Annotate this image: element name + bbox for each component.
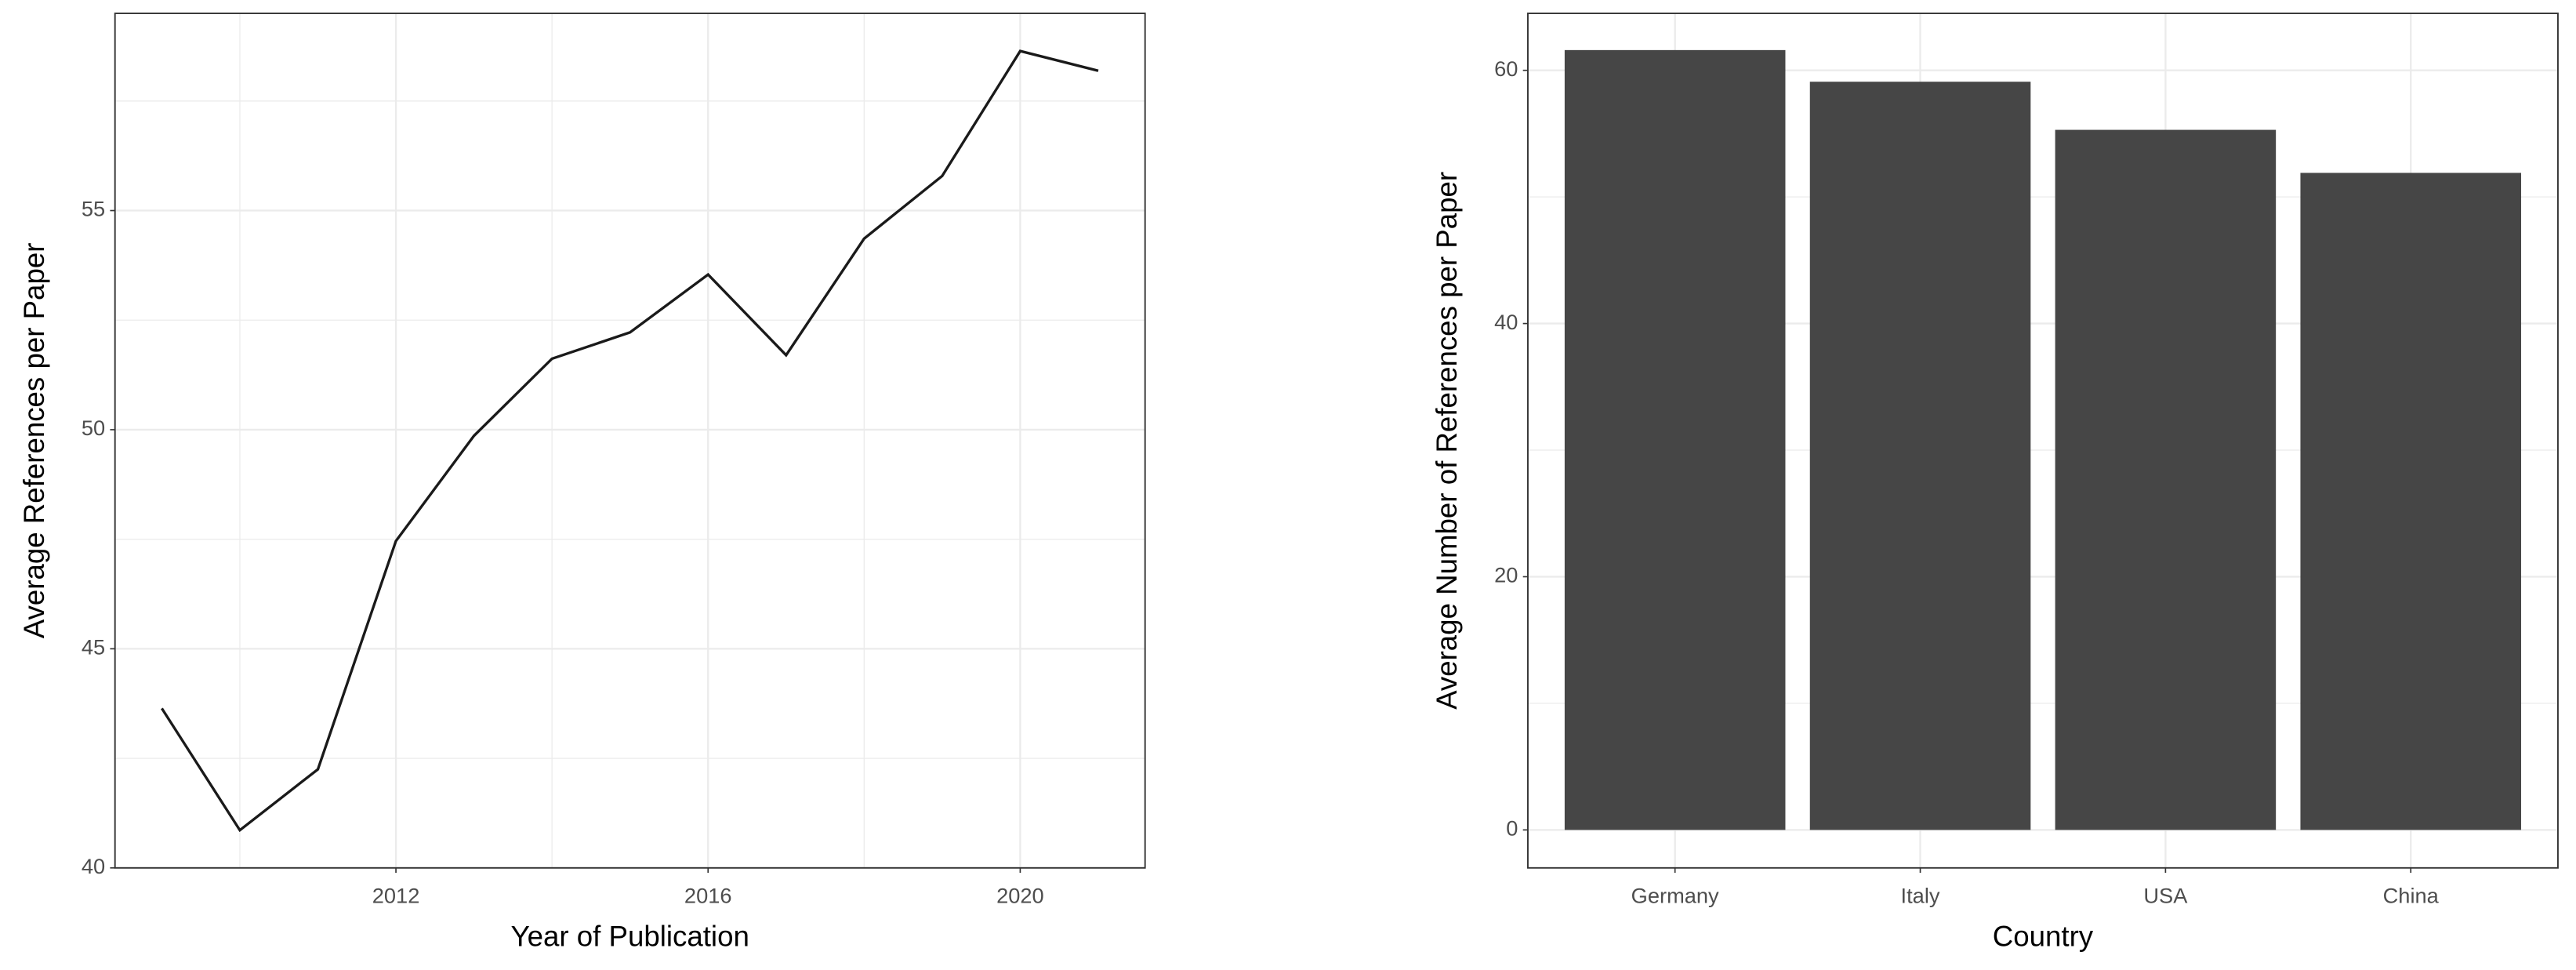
x-tick-label: 2012: [372, 884, 420, 908]
panel-border: [1527, 13, 2559, 869]
bar: [1564, 49, 1786, 830]
x-tick-label: Italy: [1901, 884, 1940, 908]
y-axis-title: Average Number of References per Paper: [1431, 172, 1463, 710]
y-tick-label: 50: [82, 416, 105, 440]
x-tick-label: China: [2383, 884, 2440, 908]
y-axis-title: Average References per Paper: [18, 243, 50, 639]
y-tick-label: 40: [1494, 310, 1518, 334]
x-axis-title: Year of Publication: [511, 921, 749, 953]
x-tick-label: USA: [2143, 884, 2188, 908]
bar: [2300, 173, 2522, 830]
x-tick-label: Germany: [1631, 884, 1719, 908]
y-tick-label: 20: [1494, 563, 1518, 587]
y-tick-label: 45: [82, 635, 105, 659]
line: [161, 49, 1099, 833]
y-tick-label: 0: [1506, 816, 1518, 841]
bar: [1809, 82, 2031, 830]
y-tick-label: 55: [82, 197, 105, 221]
y-tick-label: 60: [1494, 56, 1518, 81]
panel-border: [114, 13, 1146, 869]
bar: [2055, 129, 2277, 830]
x-axis-title: Country: [1993, 921, 2094, 953]
x-tick-label: 2020: [996, 884, 1044, 908]
x-tick-label: 2016: [684, 884, 732, 908]
y-tick-label: 40: [82, 854, 105, 878]
